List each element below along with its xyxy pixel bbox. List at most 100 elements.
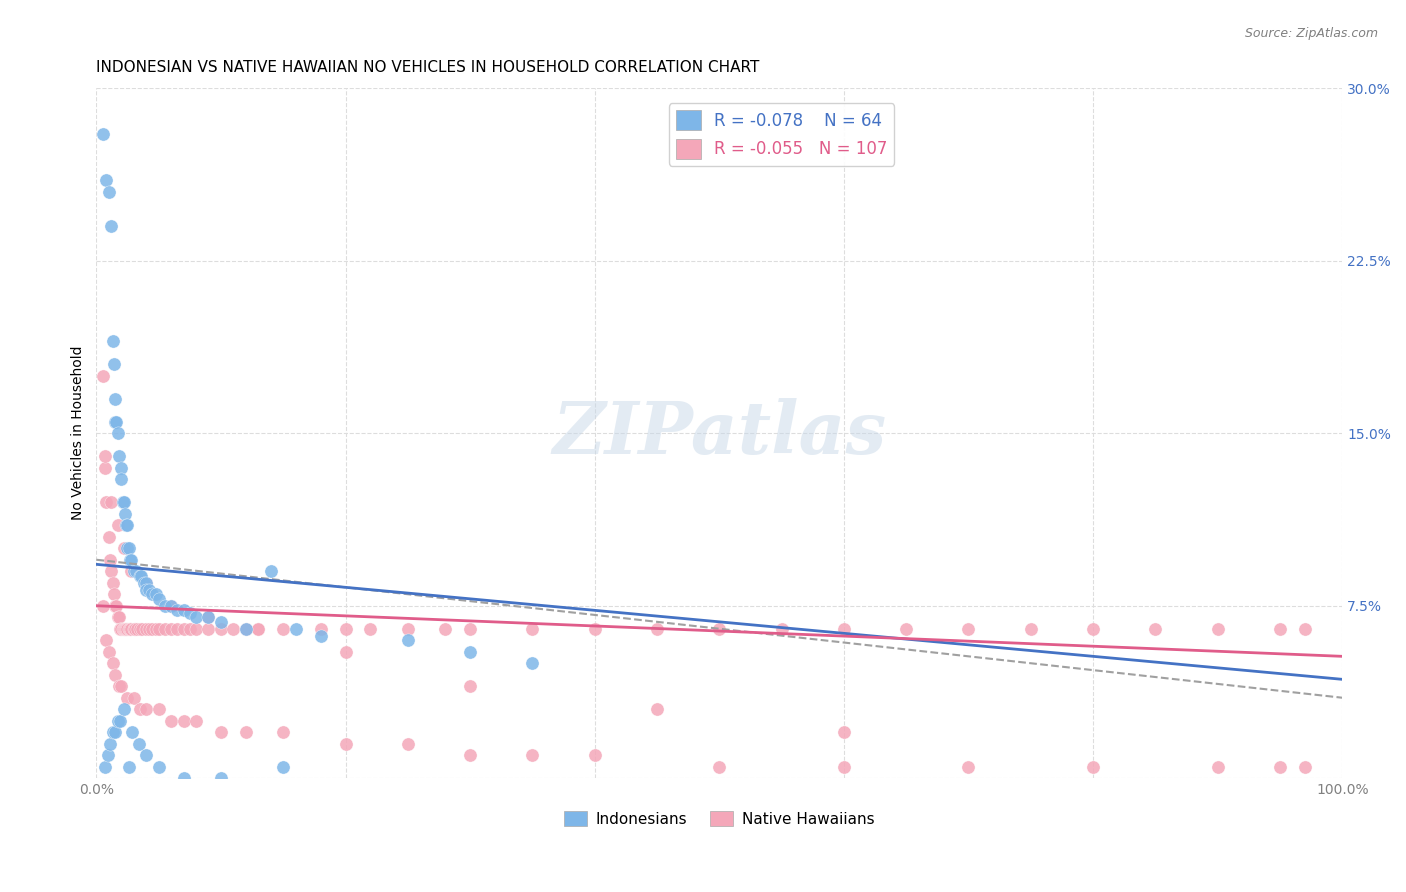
Point [957,760,980,774]
Point [148,591,170,606]
Point [396,622,419,636]
Point [1206,760,1229,774]
Point [1081,622,1104,636]
Point [101,334,124,349]
Point [160,599,183,613]
Point [129,569,152,583]
Point [103,357,125,371]
Point [1081,760,1104,774]
Point [359,622,381,636]
Point [1144,622,1167,636]
Point [957,622,980,636]
Point [1294,760,1316,774]
Point [97,530,120,544]
Point [179,622,201,636]
Point [179,606,201,620]
Point [209,771,232,785]
Point [160,714,183,728]
Point [138,622,160,636]
Point [135,702,157,716]
Point [396,737,419,751]
Point [645,622,668,636]
Point [101,657,124,671]
Point [104,415,127,429]
Point [260,564,283,578]
Point [129,622,152,636]
Point [97,185,120,199]
Point [396,633,419,648]
Text: Source: ZipAtlas.com: Source: ZipAtlas.com [1244,27,1378,40]
Point [118,553,141,567]
Point [209,725,232,739]
Point [112,541,135,556]
Point [135,622,157,636]
Point [105,599,128,613]
Point [434,622,457,636]
Point [120,564,142,578]
Point [107,714,129,728]
Point [235,622,257,636]
Point [112,702,135,716]
Point [118,541,141,556]
Point [122,690,145,705]
Point [110,460,132,475]
Point [91,599,114,613]
Point [122,564,145,578]
Point [96,495,118,509]
Point [1206,622,1229,636]
Point [222,622,245,636]
Point [132,575,155,590]
Point [247,622,270,636]
Point [583,622,606,636]
Point [209,615,232,629]
Point [135,748,157,763]
Point [832,725,855,739]
Point [141,622,163,636]
Point [173,771,195,785]
Point [458,622,481,636]
Point [107,449,129,463]
Point [120,553,142,567]
Point [129,702,152,716]
Point [118,760,141,774]
Point [522,622,544,636]
Point [148,622,170,636]
Point [114,507,136,521]
Point [108,714,131,728]
Point [104,599,127,613]
Y-axis label: No Vehicles in Household: No Vehicles in Household [72,346,86,521]
Point [131,622,153,636]
Point [184,610,207,624]
Point [166,603,188,617]
Point [1294,622,1316,636]
Point [115,622,138,636]
Point [135,575,157,590]
Point [197,622,219,636]
Point [135,582,157,597]
Point [832,760,855,774]
Point [309,622,332,636]
Point [108,622,131,636]
Point [160,622,183,636]
Point [107,679,129,693]
Point [896,622,918,636]
Point [709,622,731,636]
Point [645,702,668,716]
Point [271,622,294,636]
Point [458,748,481,763]
Point [522,748,544,763]
Point [104,667,127,681]
Point [1019,622,1042,636]
Point [583,748,606,763]
Point [120,622,142,636]
Point [100,219,122,234]
Legend: Indonesians, Native Hawaiians: Indonesians, Native Hawaiians [558,805,882,832]
Point [96,633,118,648]
Point [124,622,146,636]
Point [832,622,855,636]
Point [101,575,124,590]
Point [335,737,357,751]
Point [111,622,134,636]
Point [709,760,731,774]
Point [173,622,195,636]
